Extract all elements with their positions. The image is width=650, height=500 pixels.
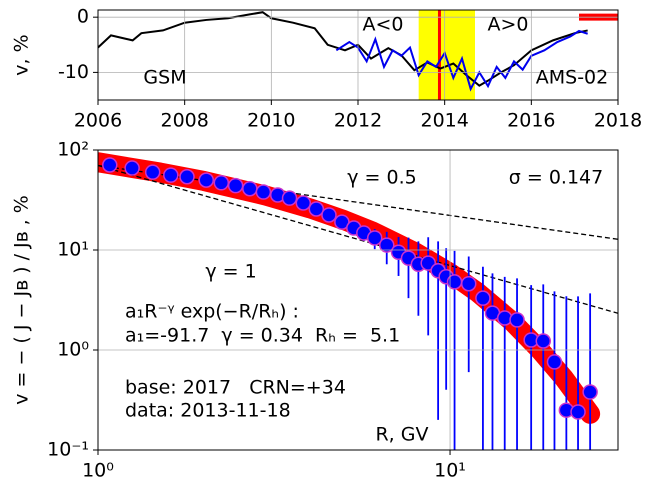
annotation: γ = 1	[205, 261, 256, 283]
y-tick-label: 10⁰	[57, 339, 89, 361]
data-point	[281, 190, 298, 206]
y-tick-label: 10¹	[57, 239, 89, 261]
plot-area	[98, 152, 618, 450]
annotation: data: 2013-11-18	[125, 400, 291, 422]
data-point	[295, 195, 312, 211]
annotation: base: 2017 CRN=+34	[125, 377, 346, 399]
annotation: A<0	[362, 14, 403, 36]
annotation: σ = 0.147	[509, 167, 603, 189]
data-point	[366, 230, 383, 246]
series-label: AMS-02	[536, 67, 608, 89]
y-axis-label: v, %	[11, 34, 33, 75]
data-point	[570, 404, 586, 420]
annotation: γ = 0.5	[347, 167, 416, 189]
x-tick-label: 2014	[420, 110, 468, 132]
annotation: R, GV	[375, 424, 428, 446]
data-point	[509, 312, 525, 328]
series-label: GSM	[143, 67, 186, 89]
y-tick-label: 0	[77, 6, 89, 28]
y-tick-label: 10²	[57, 139, 89, 161]
data-point	[535, 333, 552, 349]
y-tick-label: 10⁻¹	[47, 439, 89, 461]
x-tick-label: 10¹	[434, 460, 466, 482]
data-point	[475, 290, 491, 306]
data-point	[582, 384, 598, 400]
annotation: a₁R⁻ᵞ exp(−R/Rₕ) :	[125, 301, 299, 323]
data-point	[102, 157, 118, 173]
x-tick-label: 2016	[507, 110, 555, 132]
data-point	[378, 237, 395, 253]
data-line	[98, 11, 588, 87]
data-point	[460, 275, 477, 292]
x-tick-label: 2008	[160, 110, 208, 132]
data-point	[198, 172, 214, 188]
data-point	[227, 177, 244, 194]
annotation: a₁=-91.7 γ = 0.34 Rₕ = 5.1	[125, 325, 400, 347]
data-point	[179, 169, 195, 185]
y-tick-label: -10	[58, 61, 89, 83]
data-point	[546, 354, 563, 370]
data-point	[242, 180, 258, 197]
data-point	[308, 201, 325, 217]
data-point	[144, 164, 161, 180]
plot-area	[98, 10, 618, 100]
data-point	[124, 160, 140, 176]
data-point	[255, 184, 272, 200]
plot-frame	[97, 9, 619, 101]
plot-frame	[97, 149, 619, 451]
y-axis-label: v = − ( J − Jʙ ) / Jʙ , %	[11, 195, 33, 405]
shaded-region	[418, 10, 475, 100]
data-point	[213, 175, 230, 191]
data-line	[335, 29, 588, 92]
data-point	[163, 167, 179, 183]
x-tick-label: 2012	[334, 110, 382, 132]
x-tick-label: 2018	[594, 110, 642, 132]
x-tick-label: 10⁰	[82, 460, 114, 482]
data-point	[321, 207, 337, 223]
annotation: A>0	[487, 14, 528, 36]
x-tick-label: 2010	[247, 110, 295, 132]
x-tick-label: 2006	[74, 110, 122, 132]
